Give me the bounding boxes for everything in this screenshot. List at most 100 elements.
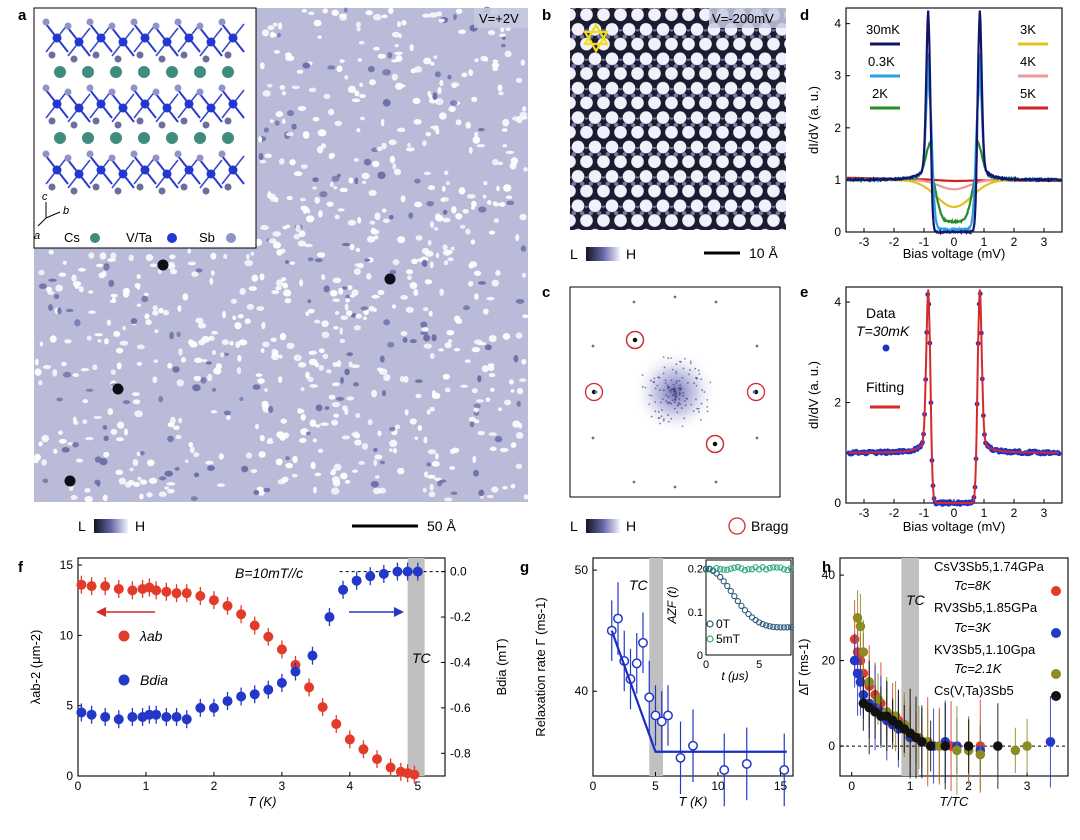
- stm-dot: [323, 93, 331, 100]
- sb-atom: [42, 150, 50, 158]
- stm-dot: [427, 449, 437, 455]
- stm-dot: [250, 251, 255, 256]
- stm-dot: [389, 214, 394, 220]
- stm-dot: [239, 396, 244, 402]
- stm-dot: [103, 435, 109, 442]
- inset-xlabel: t (μs): [721, 669, 748, 683]
- stm-dot: [515, 77, 523, 84]
- stm-dot: [388, 448, 393, 453]
- stm-dot: [404, 409, 409, 416]
- stm-dot: [353, 325, 361, 331]
- plot-e-curves: [846, 289, 1062, 507]
- stm-dot: [279, 332, 287, 341]
- fft-noise-dot: [709, 381, 712, 384]
- fft-noise-dot: [675, 395, 678, 398]
- fft-noise-dot: [665, 400, 668, 403]
- sb-atom: [86, 84, 94, 92]
- point-Cs(V,Ta)3Sb5: [917, 737, 927, 747]
- inset-point-5mT: [766, 564, 773, 572]
- stm-dot: [502, 118, 510, 127]
- stm-dot: [520, 59, 526, 66]
- stm-dot: [58, 438, 67, 444]
- fft-noise-dot: [649, 379, 652, 382]
- point-λab: [195, 590, 206, 601]
- stm-dot: [284, 297, 292, 304]
- fft-peak-weak: [752, 390, 756, 394]
- stm-dot: [510, 442, 517, 448]
- point-Bdia: [378, 568, 389, 579]
- stm-dot: [103, 263, 110, 271]
- stm-topography-dots: [33, 6, 529, 503]
- fft-noise-dot: [662, 372, 665, 375]
- point-λab: [208, 595, 219, 606]
- inset-point-5mT: [727, 565, 734, 572]
- stm-dot: [472, 469, 479, 477]
- stm-dot: [401, 19, 407, 26]
- stm-dot: [321, 274, 326, 281]
- stm-dot: [377, 289, 385, 295]
- panel-h-label: h: [822, 559, 831, 576]
- stm-dot: [464, 359, 471, 363]
- bragg-peak: [591, 389, 597, 395]
- point-Bdia: [181, 714, 192, 725]
- fft-noise: [641, 356, 712, 428]
- stm-dot: [433, 55, 438, 59]
- fft-noise-dot: [662, 420, 665, 422]
- point-Bdia: [392, 566, 403, 577]
- stm-dot: [444, 342, 452, 349]
- y-tick-label: 50: [575, 563, 589, 577]
- fft-noise-dot: [688, 373, 690, 376]
- stm-dot: [152, 310, 159, 316]
- stm-dot: [246, 452, 253, 459]
- stm-dot: [424, 279, 433, 285]
- point-λab: [358, 744, 369, 755]
- stm-dot: [99, 252, 107, 260]
- stm-dot: [281, 476, 289, 483]
- stm-dot: [297, 106, 307, 111]
- stm-dot: [191, 271, 199, 277]
- point-λab: [249, 620, 260, 631]
- stm-dot: [344, 75, 349, 80]
- inset-point-5mT: [784, 566, 791, 574]
- stm-dot: [188, 339, 194, 346]
- stm-dot: [285, 224, 291, 229]
- fft-noise-dot: [675, 370, 678, 373]
- stm-dot: [53, 448, 58, 454]
- stm-dot: [373, 447, 378, 453]
- panel-e: e -3 -2 -1 0 1 2 3 0 2 4 Data T=30mK Fitting Bias…: [800, 284, 1063, 534]
- fft-noise-dot: [677, 387, 680, 389]
- fft-noise-dot: [689, 369, 691, 371]
- point-λab: [304, 682, 315, 693]
- stm-dot: [498, 407, 502, 412]
- fft-noise-dot: [644, 386, 647, 389]
- scalebar-a-label: 50 Å: [427, 518, 456, 534]
- stm-dot: [41, 459, 47, 466]
- stm-dot: [459, 224, 466, 229]
- stm-dot: [471, 347, 481, 353]
- sb-atom: [196, 88, 204, 96]
- stm-dot: [136, 361, 143, 366]
- stm-dot: [72, 441, 79, 448]
- stm-dot: [58, 430, 63, 435]
- stm-dot: [320, 422, 329, 426]
- legend-cs-dot: [90, 233, 100, 243]
- vta-atom: [118, 103, 128, 113]
- stm-dot: [72, 373, 79, 378]
- stm-dot: [314, 196, 320, 204]
- stm-dot: [445, 181, 450, 186]
- stm-dot: [281, 118, 286, 124]
- stm-dot: [322, 8, 329, 14]
- inset-point-5mT: [724, 566, 731, 573]
- fft-noise-dot: [654, 387, 657, 390]
- stm-dot: [209, 277, 214, 285]
- stm-dot: [93, 415, 103, 419]
- stm-defect: [112, 383, 124, 395]
- point-KV3Sb5,1.10Gpa: [858, 647, 869, 657]
- stm-dot: [454, 315, 461, 323]
- spectrum-30mK: [845, 10, 1063, 236]
- y-tick-label: 10: [60, 628, 74, 642]
- sb-atom: [136, 117, 144, 125]
- stm-dot: [425, 131, 432, 137]
- panel-b-label: b: [542, 7, 551, 24]
- stm-dot: [226, 415, 231, 421]
